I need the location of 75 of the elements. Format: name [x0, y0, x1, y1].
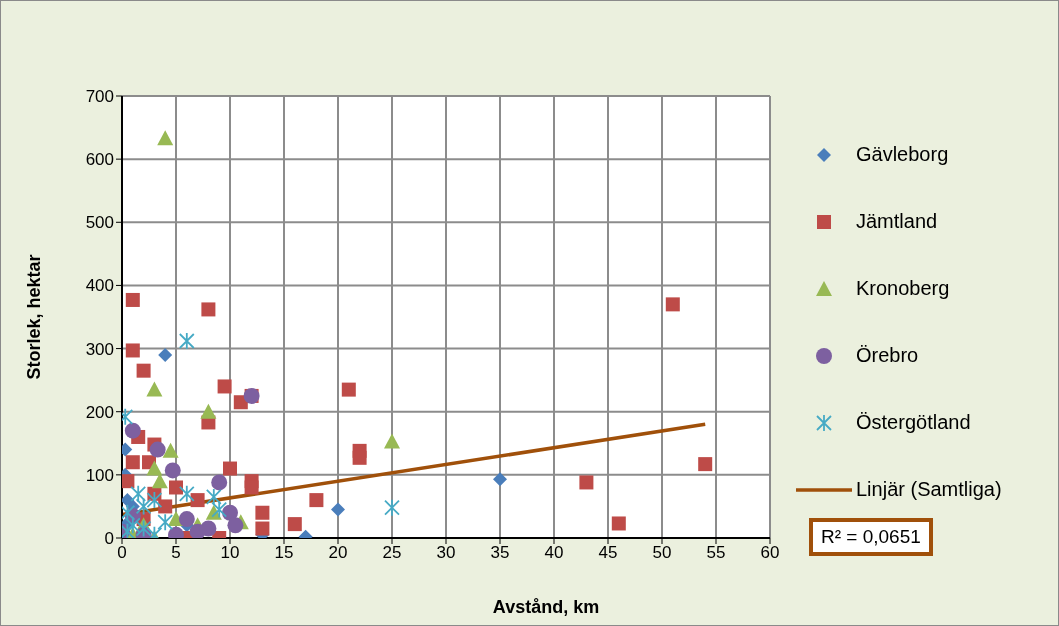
point	[125, 292, 140, 307]
point	[217, 379, 232, 394]
point	[200, 403, 217, 419]
point	[146, 491, 163, 510]
point	[164, 462, 181, 479]
point	[125, 343, 140, 358]
point	[162, 442, 179, 458]
point	[201, 302, 216, 317]
point	[384, 433, 400, 449]
legend-label: Örebro	[856, 344, 919, 367]
x-tick-label: 40	[544, 543, 564, 563]
point	[579, 475, 594, 490]
point	[146, 381, 163, 397]
point	[158, 347, 173, 362]
point	[493, 472, 507, 487]
y-tick-label: 100	[85, 465, 114, 485]
x-tick-label: 15	[274, 543, 294, 563]
x-tick-label: 50	[652, 543, 672, 563]
point	[151, 473, 168, 489]
point	[189, 523, 206, 538]
y-tick-label: 0	[104, 529, 114, 549]
x-tick-label: 60	[760, 543, 780, 563]
point	[122, 474, 135, 489]
point	[146, 460, 163, 476]
legend-label: Linjär (Samtliga)	[856, 478, 1002, 501]
point	[255, 521, 270, 536]
y-axis-title: Storlek, hektar	[23, 254, 45, 380]
point	[227, 517, 244, 534]
point	[698, 457, 713, 472]
point	[665, 297, 680, 312]
x-tick-label: 45	[598, 543, 618, 563]
point	[169, 480, 183, 495]
point	[352, 450, 367, 465]
x-tick-label: 25	[382, 543, 402, 563]
point	[178, 484, 195, 503]
point	[611, 516, 626, 531]
x-tick-label: 35	[490, 543, 510, 563]
point	[309, 493, 324, 508]
legend-label: Kronoberg	[856, 277, 950, 300]
legend-label: Östergötland	[856, 411, 971, 434]
y-tick-label: 700	[85, 87, 114, 107]
point	[135, 519, 152, 538]
point	[178, 511, 195, 528]
point	[158, 499, 173, 514]
x-tick-label: 30	[436, 543, 456, 563]
x-axis-title: Avstånd, km	[491, 597, 601, 618]
point	[384, 498, 400, 517]
legend-label: Gävleborg	[856, 143, 949, 166]
x-tick-label: 0	[117, 543, 127, 563]
x-tick-label: 20	[328, 543, 348, 563]
y-tick-label: 600	[85, 150, 114, 170]
y-tick-label: 500	[85, 213, 114, 233]
point	[124, 422, 141, 439]
text: R² = 0,0651	[821, 526, 921, 547]
point	[149, 441, 166, 458]
x-tick-label: 55	[706, 543, 726, 563]
point	[136, 363, 151, 378]
legend-label: Jämtland	[856, 210, 938, 233]
point	[211, 474, 228, 491]
y-tick-label: 200	[85, 402, 114, 422]
point	[244, 480, 259, 495]
point	[223, 461, 237, 476]
point	[255, 505, 270, 520]
point	[178, 332, 195, 350]
x-tick-label: 10	[220, 543, 240, 563]
point	[341, 382, 356, 397]
point	[331, 502, 345, 517]
point	[125, 455, 140, 470]
point	[190, 493, 205, 508]
point	[287, 517, 302, 532]
y-tick-label: 300	[85, 339, 114, 359]
x-tick-label: 5	[171, 543, 181, 563]
point	[157, 513, 174, 532]
point	[157, 130, 174, 146]
y-tick-label: 400	[85, 276, 114, 296]
